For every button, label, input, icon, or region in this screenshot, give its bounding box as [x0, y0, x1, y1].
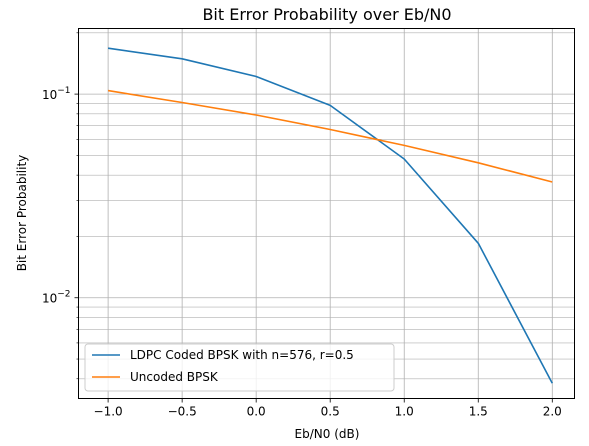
- y-tick-label: 10−2: [42, 290, 71, 306]
- x-tick-label: 2.0: [543, 405, 562, 419]
- legend-label-uncoded: Uncoded BPSK: [130, 370, 219, 384]
- legend-box: [84, 343, 395, 392]
- y-axis-label: Bit Error Probability: [15, 155, 29, 272]
- x-tick-label: −0.5: [168, 405, 197, 419]
- legend-label-ldpc: LDPC Coded BPSK with n=576, r=0.5: [130, 348, 354, 362]
- y-tick-label: 10−1: [42, 86, 71, 102]
- x-tick-label: 0.0: [247, 405, 266, 419]
- x-tick-label: 1.0: [395, 405, 414, 419]
- x-ticks: −1.0 −0.5 0.0 0.5 1.0 1.5 2.0: [94, 398, 562, 419]
- x-tick-label: 1.5: [469, 405, 488, 419]
- plot-frame: [78, 28, 575, 399]
- series-line-1: [107, 89, 553, 183]
- y-ticks: 10−1 10−2: [42, 32, 79, 380]
- chart-title: Bit Error Probability over Eb/N0: [202, 5, 451, 24]
- x-tick-label: −1.0: [94, 405, 123, 419]
- series-line-0: [107, 47, 554, 384]
- x-tick-label: 0.5: [321, 405, 340, 419]
- grid: [78, 28, 575, 399]
- series-layer: [107, 47, 554, 384]
- legend: LDPC Coded BPSK with n=576, r=0.5 Uncode…: [84, 343, 395, 392]
- x-axis-label: Eb/N0 (dB): [295, 427, 360, 441]
